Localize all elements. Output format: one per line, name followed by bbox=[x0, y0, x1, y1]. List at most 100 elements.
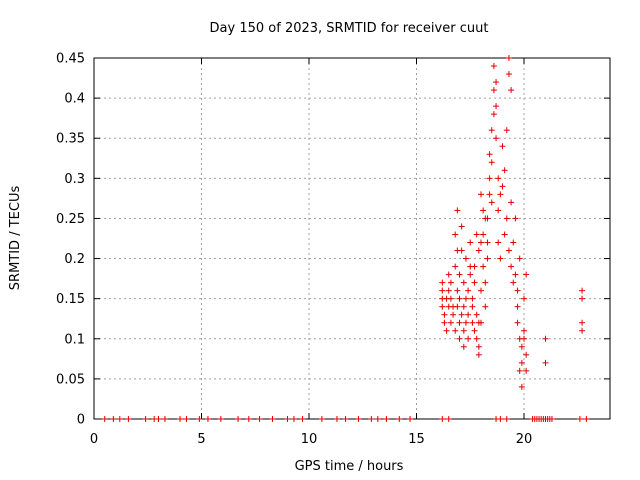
data-point bbox=[579, 295, 586, 302]
data-point bbox=[490, 87, 497, 94]
data-point bbox=[523, 351, 530, 358]
data-point bbox=[445, 416, 452, 422]
data-point bbox=[217, 416, 224, 422]
data-point bbox=[499, 143, 506, 150]
data-point bbox=[523, 367, 530, 374]
data-point bbox=[256, 416, 263, 422]
data-point bbox=[452, 231, 459, 238]
data-point bbox=[523, 271, 530, 278]
x-tick-label: 5 bbox=[197, 432, 205, 447]
data-point bbox=[469, 295, 476, 302]
data-point bbox=[269, 416, 276, 422]
data-point bbox=[396, 416, 403, 422]
data-point bbox=[521, 295, 527, 302]
data-point bbox=[471, 279, 478, 286]
data-point bbox=[439, 303, 446, 310]
data-point bbox=[110, 416, 117, 422]
data-point bbox=[521, 327, 527, 334]
data-point bbox=[490, 63, 497, 70]
data-point bbox=[368, 416, 375, 422]
data-point bbox=[542, 335, 549, 342]
data-point bbox=[512, 215, 519, 222]
data-point bbox=[482, 303, 489, 310]
data-point bbox=[493, 103, 500, 110]
data-point bbox=[516, 367, 523, 374]
data-point bbox=[482, 279, 489, 286]
y-tick-label: 0.1 bbox=[64, 332, 85, 347]
data-point bbox=[454, 287, 461, 294]
data-point bbox=[441, 311, 448, 318]
data-point bbox=[503, 127, 510, 134]
data-point bbox=[493, 79, 500, 86]
data-point bbox=[333, 416, 340, 422]
data-point bbox=[460, 327, 467, 334]
data-point bbox=[499, 183, 506, 190]
x-tick-label: 10 bbox=[301, 432, 318, 447]
points-layer bbox=[101, 55, 590, 422]
data-point bbox=[383, 416, 390, 422]
y-tick-label: 0.15 bbox=[56, 292, 85, 307]
data-point bbox=[501, 167, 508, 174]
y-tick-label: 0.3 bbox=[64, 172, 85, 187]
data-point bbox=[342, 416, 349, 422]
data-point bbox=[478, 191, 484, 198]
data-point bbox=[521, 335, 527, 342]
data-point bbox=[441, 319, 448, 326]
data-point bbox=[454, 303, 461, 310]
data-point bbox=[514, 319, 521, 326]
data-point bbox=[576, 416, 583, 422]
data-point bbox=[469, 319, 476, 326]
data-point bbox=[488, 127, 495, 134]
data-point bbox=[284, 416, 291, 422]
data-point bbox=[462, 319, 469, 326]
data-point bbox=[488, 199, 495, 206]
data-point bbox=[475, 343, 482, 350]
y-tick-label: 0.4 bbox=[64, 92, 85, 107]
data-point bbox=[125, 416, 132, 422]
data-point bbox=[439, 416, 446, 422]
data-point bbox=[495, 239, 502, 246]
data-point bbox=[467, 271, 474, 278]
data-point bbox=[235, 416, 242, 422]
y-tick-label: 0.45 bbox=[56, 52, 85, 67]
data-point bbox=[177, 416, 183, 422]
data-point bbox=[514, 303, 521, 310]
data-point bbox=[505, 247, 512, 254]
data-point bbox=[450, 311, 457, 318]
chart-title: Day 150 of 2023, SRMTID for receiver cuu… bbox=[210, 21, 489, 36]
data-point bbox=[452, 327, 459, 334]
data-point bbox=[443, 327, 450, 334]
data-point bbox=[480, 231, 487, 238]
data-point bbox=[155, 416, 162, 422]
data-point bbox=[473, 335, 480, 342]
data-point bbox=[497, 255, 504, 262]
data-point bbox=[473, 311, 480, 318]
data-point bbox=[439, 287, 446, 294]
data-point bbox=[469, 303, 476, 310]
data-point bbox=[245, 416, 252, 422]
data-point bbox=[467, 239, 474, 246]
data-point bbox=[514, 287, 521, 294]
y-tick-label: 0.35 bbox=[56, 132, 85, 147]
data-point bbox=[495, 175, 502, 182]
data-point bbox=[512, 271, 519, 278]
data-point bbox=[454, 207, 461, 214]
data-point bbox=[462, 295, 469, 302]
data-point bbox=[505, 55, 512, 61]
data-point bbox=[439, 279, 446, 286]
data-point bbox=[465, 335, 472, 342]
data-point bbox=[510, 279, 517, 286]
data-point bbox=[478, 287, 484, 294]
x-tick-label: 15 bbox=[408, 432, 425, 447]
data-point bbox=[471, 327, 478, 334]
grid-layer bbox=[94, 58, 610, 419]
data-point bbox=[508, 199, 515, 206]
data-point bbox=[508, 87, 515, 94]
data-point bbox=[290, 416, 297, 422]
data-point bbox=[484, 239, 491, 246]
data-point bbox=[462, 255, 469, 262]
data-point bbox=[460, 343, 467, 350]
data-point bbox=[456, 335, 463, 342]
data-point bbox=[161, 416, 168, 422]
data-point bbox=[101, 416, 108, 422]
